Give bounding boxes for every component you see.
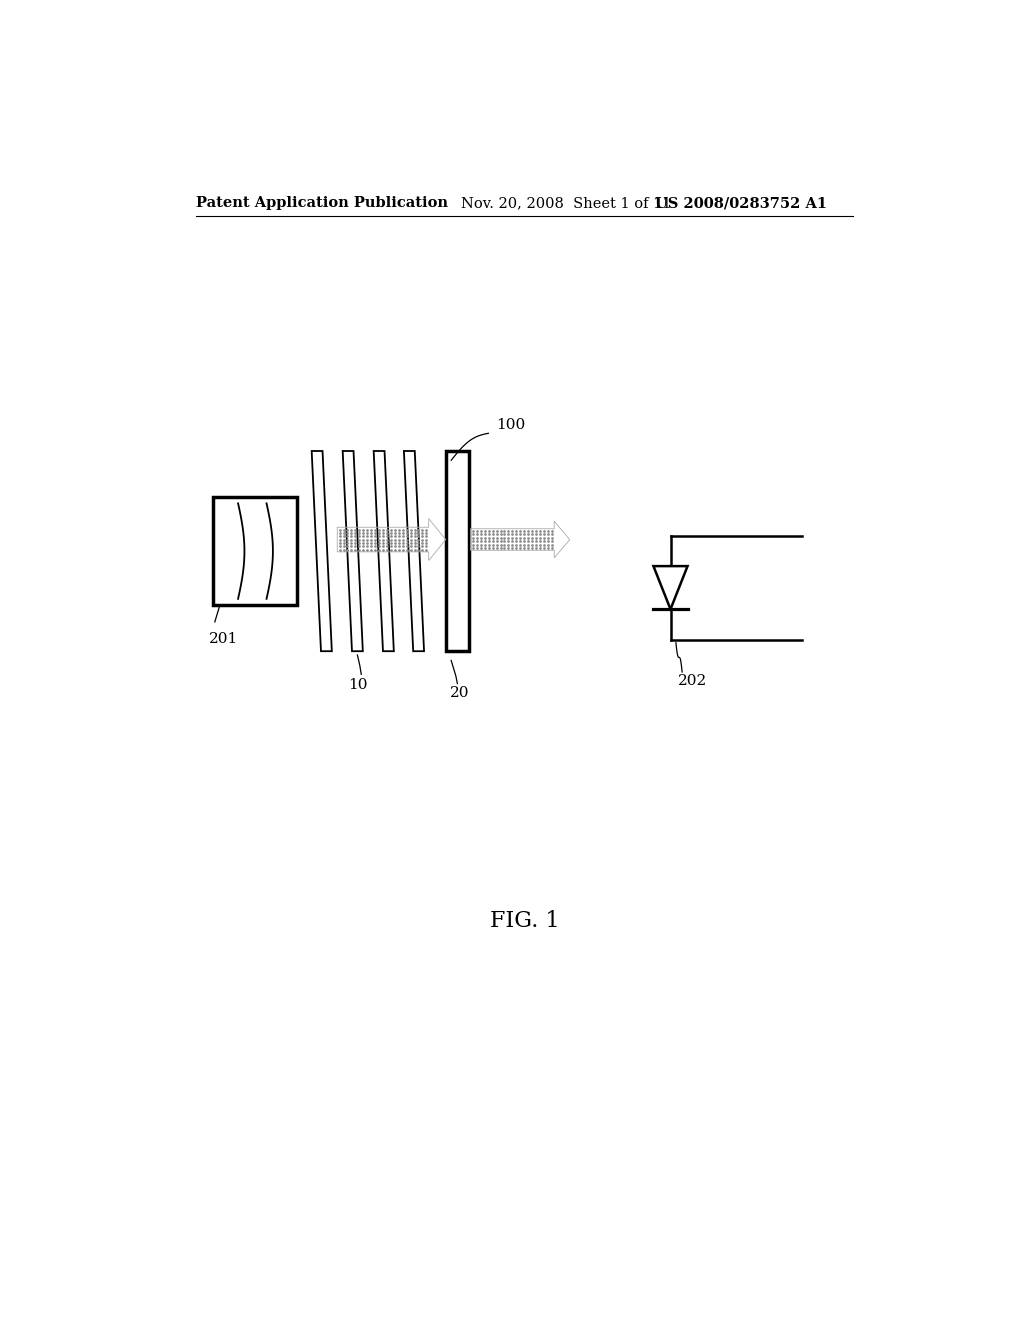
- Polygon shape: [374, 451, 394, 651]
- Text: FIG. 1: FIG. 1: [490, 909, 559, 932]
- Polygon shape: [311, 451, 332, 651]
- Bar: [213, 498, 297, 605]
- Polygon shape: [403, 451, 424, 651]
- Text: 20: 20: [450, 686, 469, 700]
- Bar: [445, 451, 469, 651]
- Text: 202: 202: [678, 675, 708, 688]
- Text: Nov. 20, 2008  Sheet 1 of 11: Nov. 20, 2008 Sheet 1 of 11: [461, 197, 672, 210]
- Text: Patent Application Publication: Patent Application Publication: [197, 197, 449, 210]
- Text: 100: 100: [496, 417, 525, 432]
- Polygon shape: [653, 566, 687, 610]
- Polygon shape: [343, 451, 362, 651]
- Text: US 2008/0283752 A1: US 2008/0283752 A1: [655, 197, 827, 210]
- Text: 201: 201: [209, 632, 239, 645]
- Text: 10: 10: [348, 678, 368, 692]
